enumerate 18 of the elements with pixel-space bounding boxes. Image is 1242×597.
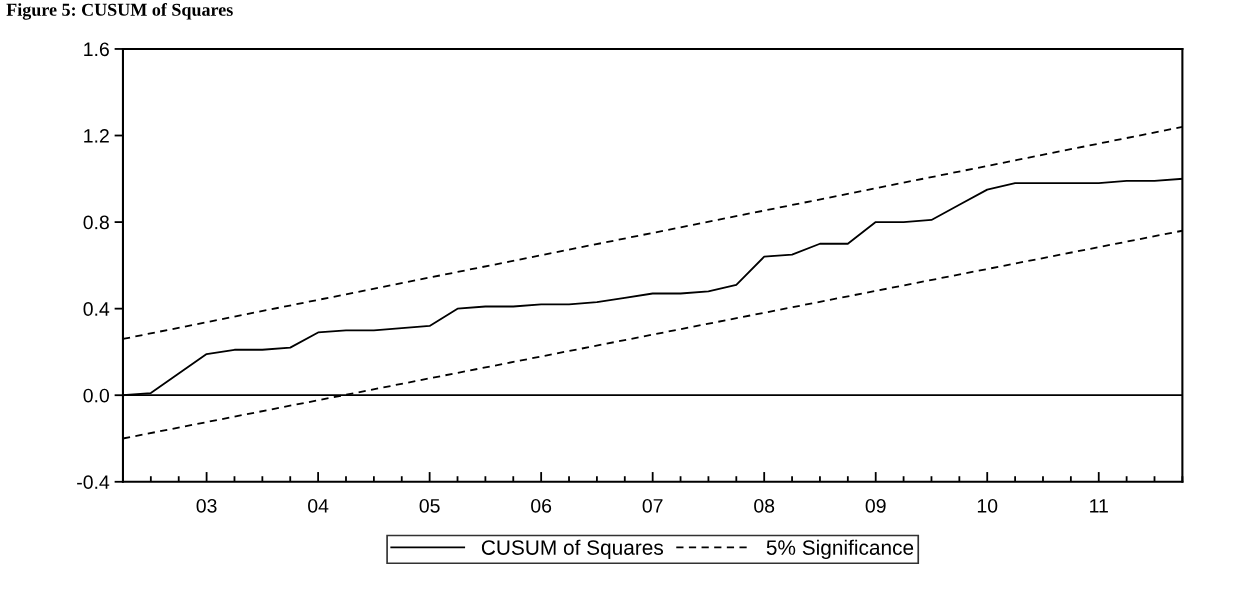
legend-label: CUSUM of Squares [481, 539, 664, 560]
x-tick-label: 11 [1090, 499, 1108, 513]
x-tick-label: 08 [754, 498, 775, 513]
y-tick-label: -0.4 [77, 475, 110, 490]
chart-title: Figure 5: CUSUM of Squares [6, 2, 233, 20]
x-tick-label: 09 [865, 498, 886, 513]
y-tick-label: 0.4 [83, 302, 110, 316]
x-tick-label: 03 [196, 498, 217, 513]
x-tick-label: 10 [977, 498, 998, 513]
y-tick-label: 0.0 [83, 388, 110, 403]
x-tick-label: 05 [419, 498, 440, 513]
y-tick-label: 1.2 [84, 128, 109, 143]
x-tick-label: 04 [308, 498, 329, 513]
x-tick-label: 06 [531, 498, 552, 513]
x-tick-label: 07 [642, 498, 663, 513]
y-tick-label: 1.6 [84, 42, 109, 57]
y-tick-label: 0.8 [83, 215, 109, 230]
legend-label: 5% Significance [766, 539, 914, 560]
